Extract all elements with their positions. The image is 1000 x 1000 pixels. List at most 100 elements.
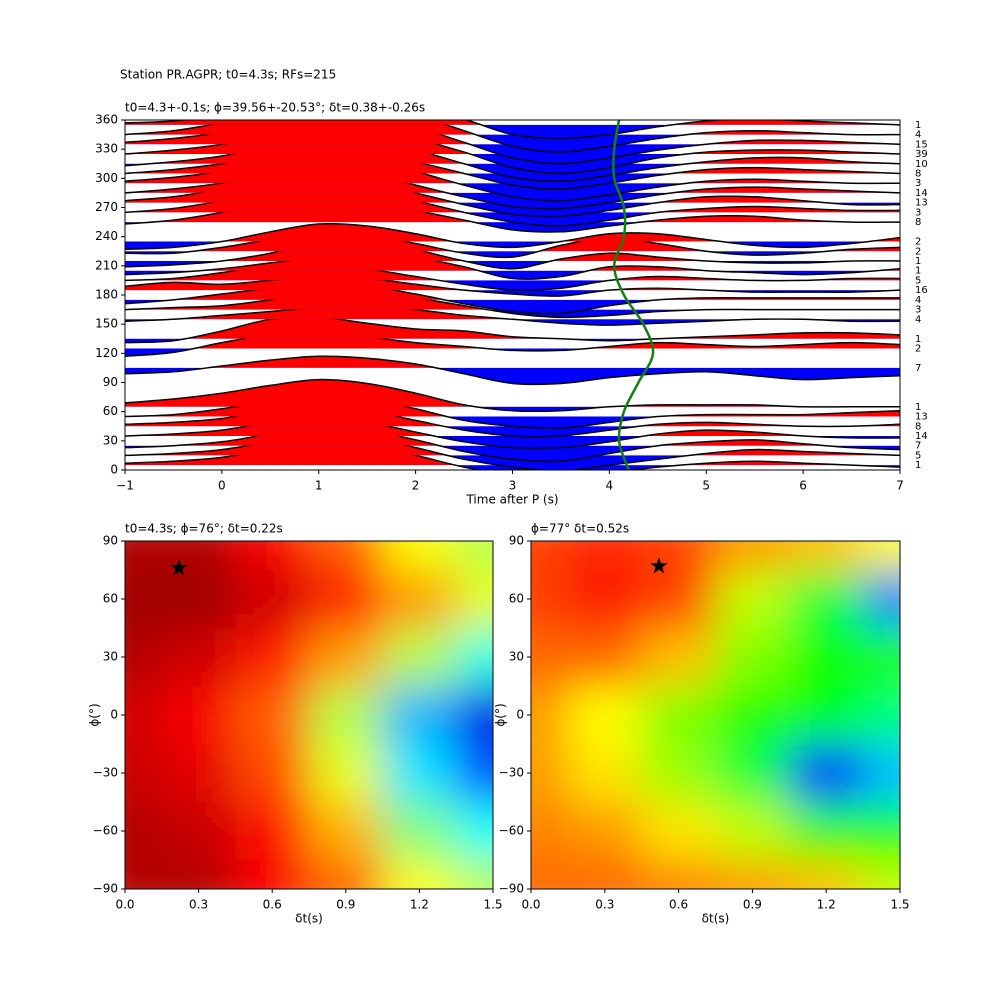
trace-count: 2 (915, 237, 921, 248)
trace-count: 2 (915, 343, 921, 354)
negative-fill (125, 144, 900, 164)
best-fit-star (170, 559, 188, 576)
heatmap-cell (715, 570, 790, 629)
heatmap-cell (456, 686, 493, 745)
y-tick-label: 150 (95, 317, 118, 331)
negative-fill (125, 270, 878, 280)
y-tick-label: 60 (103, 592, 118, 606)
positive-fill (206, 356, 437, 368)
heatmap-cell (715, 744, 790, 803)
negative-fill (125, 290, 900, 297)
x-tick-label: 4 (606, 479, 614, 493)
x-tick-label: 0.9 (336, 898, 355, 912)
heatmap-cell (715, 860, 790, 889)
heatmap-cell (641, 802, 716, 861)
trace-count: 2 (915, 246, 921, 257)
trace-count: 1 (915, 256, 921, 267)
y-axis-label: ϕ(°) (494, 703, 508, 726)
heatmap-cell (161, 744, 236, 803)
negative-fill (125, 455, 900, 470)
positive-fill (125, 251, 900, 271)
trace-count: 5 (915, 275, 921, 286)
heatmap-cell (309, 744, 384, 803)
heatmap-cell (235, 541, 310, 571)
x-tick-label: 1.5 (890, 898, 909, 912)
y-tick-label: 240 (95, 229, 118, 243)
trace-line (125, 275, 900, 297)
heatmap-clip (531, 541, 900, 889)
positive-fill (125, 379, 804, 407)
heatmap-cell (715, 686, 790, 745)
negative-fill (125, 348, 588, 357)
heatmap-cell (531, 860, 569, 889)
heatmap-cell (641, 628, 716, 687)
heatmap-cell (863, 628, 900, 687)
x-tick-label: 1 (315, 479, 323, 493)
trace-count: 10 (915, 159, 928, 170)
trace-line (125, 120, 900, 153)
x-tick-label: 1.2 (817, 898, 836, 912)
x-tick-label: 1.5 (483, 898, 502, 912)
trace-line (125, 427, 900, 463)
y-tick-label: 90 (103, 375, 118, 389)
heatmap-cell (531, 570, 569, 629)
heatmap-cell (531, 628, 569, 687)
heatmap-cell (715, 802, 790, 861)
trace-count: 14 (915, 431, 928, 442)
y-tick-label: 0 (110, 463, 118, 477)
y-tick-label: 330 (95, 142, 118, 156)
traces (125, 120, 900, 470)
y-tick-label: 270 (95, 200, 118, 214)
positive-fill (125, 276, 707, 291)
heatmap-cell (161, 628, 236, 687)
negative-fill (125, 241, 900, 250)
heatmap-cell (125, 802, 163, 861)
heatmap-cell (456, 628, 493, 687)
negative-fill (434, 435, 900, 449)
y-tick-label: 300 (95, 171, 118, 185)
x-tick-label: 2 (412, 479, 420, 493)
trace-count: 3 (915, 207, 921, 218)
heatmap-cell (125, 686, 163, 745)
trace-count: 1 (915, 402, 921, 413)
trace-count: 4 (915, 130, 921, 141)
trace-count: 8 (915, 168, 921, 179)
heatmap-cell (567, 744, 643, 803)
trace-line (125, 355, 900, 386)
heatmap-cell (531, 744, 569, 803)
heatmap-cell (382, 628, 457, 687)
x-tick-label: −1 (116, 479, 134, 493)
heatmap-cell (863, 802, 900, 861)
t0-curve (612, 120, 655, 470)
figure-title: Station PR.AGPR; t0=4.3s; RFs=215 (120, 68, 336, 82)
heatmap-cell (235, 686, 310, 745)
y-tick-label: 360 (95, 113, 118, 127)
trace-count: 14 (915, 188, 928, 199)
trace-count: 8 (915, 421, 921, 432)
negative-fill (125, 406, 900, 412)
heatmap-cell (789, 744, 864, 803)
x-tick-label: 1.2 (410, 898, 429, 912)
heatmap-cell (235, 570, 310, 629)
x-tick-label: 0 (218, 479, 226, 493)
negative-fill (125, 222, 900, 233)
heatmap-cells (125, 541, 493, 889)
heatmap-cell (567, 860, 643, 889)
x-tick-label: 7 (896, 479, 904, 493)
y-tick-label: 60 (509, 592, 524, 606)
y-tick-label: 0 (110, 708, 118, 722)
trace-line (125, 222, 900, 251)
x-tick-label: 0.6 (669, 898, 688, 912)
y-tick-label: 0 (516, 708, 524, 722)
heatmap-cell (567, 628, 643, 687)
y-tick-label: −30 (499, 766, 524, 780)
heatmap-cell (235, 744, 310, 803)
heatmap-cell (715, 628, 790, 687)
trace-count: 15 (915, 139, 928, 150)
negative-fill (125, 192, 900, 209)
heatmap-cell (456, 802, 493, 861)
axes-title: t0=4.3+-0.1s; ϕ=39.56+-20.53°; δt=0.38+-… (125, 101, 425, 115)
heatmap-cell (531, 802, 569, 861)
trace-count: 1 (915, 460, 921, 471)
